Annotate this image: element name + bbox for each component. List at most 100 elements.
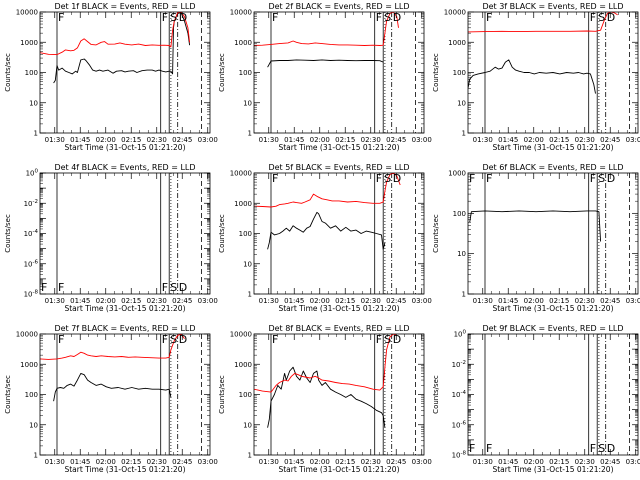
x-tick-label: 03:00 <box>626 136 640 144</box>
marker-label: D <box>393 11 401 24</box>
x-tick-label: 01:30 <box>473 297 493 305</box>
panel-det-5: Det 5f BLACK = Events, RED = LLD 1 10 100 10… <box>218 163 432 313</box>
x-tick-label: 02:30 <box>575 136 595 144</box>
y-tick-label: 10000 <box>230 170 252 178</box>
x-tick-label: 02:00 <box>96 297 116 305</box>
x-axis-label: Start Time (31-Oct-15 01:21:20) <box>64 465 185 474</box>
x-tick-label: 01:45 <box>498 297 518 305</box>
y-tick-label: 100 <box>26 169 39 178</box>
x-axis-label: Start Time (31-Oct-15 01:21:20) <box>492 304 613 313</box>
x-tick-label: 02:45 <box>386 297 406 305</box>
y-axis-label: Counts/sec <box>4 375 12 414</box>
x-axis-label: Start Time (31-Oct-15 01:21:20) <box>278 304 399 313</box>
y-tick-label: 1000 <box>234 361 252 369</box>
x-tick-label: 01:30 <box>45 136 65 144</box>
x-tick-label: 02:00 <box>96 136 116 144</box>
marker-label: S <box>384 11 391 24</box>
marker-label: S <box>170 281 177 294</box>
panel-title: Det 6f BLACK = Events, RED = LLD <box>482 163 623 172</box>
x-tick-label: 01:30 <box>473 136 493 144</box>
x-tick-label: 01:45 <box>70 136 90 144</box>
y-tick-label: 10 <box>243 421 252 429</box>
y-tick-label: 100 <box>239 69 252 77</box>
y-tick-label: 1 <box>248 291 252 299</box>
y-tick-label: 10000 <box>16 9 38 17</box>
x-tick-label: 03:00 <box>412 297 432 305</box>
panel-det-4: Det 4f BLACK = Events, RED = LLD 10-8 10-6… <box>4 163 218 313</box>
x-tick-label: 02:00 <box>96 458 116 466</box>
series-events-line <box>53 12 191 84</box>
y-tick-label: 1000 <box>448 170 466 178</box>
x-tick-label: 02:15 <box>121 136 141 144</box>
y-axis-label: Counts/sec <box>218 53 226 92</box>
marker-label: D <box>607 442 615 455</box>
y-tick-label: 10 <box>29 421 38 429</box>
series-events-line <box>468 59 596 94</box>
marker-label: F <box>590 442 596 455</box>
marker-label: D <box>179 11 187 24</box>
series-lld-line <box>40 334 185 360</box>
series-events-line <box>267 59 384 68</box>
y-tick-label: 1 <box>248 452 252 460</box>
marker-label: F <box>469 442 475 455</box>
y-axis-label: Counts/sec <box>432 214 440 253</box>
marker-label: F <box>162 11 168 24</box>
y-tick-label: 10-8 <box>24 290 39 299</box>
x-tick-label: 02:45 <box>386 458 406 466</box>
series-group <box>254 12 399 68</box>
y-tick-label: 10000 <box>230 9 252 17</box>
x-tick-label: 01:45 <box>70 458 90 466</box>
x-tick-label: 01:30 <box>45 458 65 466</box>
panel-title: Det 7f BLACK = Events, RED = LLD <box>54 324 195 333</box>
plot-frame <box>467 172 639 295</box>
x-tick-label: 03:00 <box>198 458 218 466</box>
y-tick-label: 1000 <box>20 39 38 47</box>
y-tick-label: 10-2 <box>452 360 466 369</box>
series-group <box>40 12 191 84</box>
y-tick-label: 1000 <box>20 361 38 369</box>
x-tick-label: 02:15 <box>335 136 355 144</box>
x-tick-label: 02:30 <box>147 297 167 305</box>
series-events-line <box>267 211 386 250</box>
x-axis-label: Start Time (31-Oct-15 01:21:20) <box>278 143 399 152</box>
y-tick-label: 1000 <box>234 39 252 47</box>
panel-title: Det 8f BLACK = Events, RED = LLD <box>268 324 409 333</box>
x-tick-label: 02:00 <box>524 136 544 144</box>
plot-frame <box>467 333 639 456</box>
series-group <box>254 334 397 428</box>
y-tick-label: 10-4 <box>452 390 467 399</box>
marker-label: D <box>393 333 401 346</box>
x-tick-label: 02:45 <box>386 136 406 144</box>
x-tick-label: 03:00 <box>412 136 432 144</box>
series-lld-line <box>468 12 618 33</box>
panel-det-8: Det 8f BLACK = Events, RED = LLD 1 10 100 10… <box>218 324 432 474</box>
y-tick-label: 10000 <box>16 331 38 339</box>
x-tick-label: 02:00 <box>310 297 330 305</box>
x-tick-label: 01:45 <box>284 297 304 305</box>
y-tick-label: 10 <box>243 260 252 268</box>
marker-label: F <box>376 11 382 24</box>
x-tick-label: 02:15 <box>335 297 355 305</box>
x-tick-label: 02:45 <box>172 458 192 466</box>
marker-label: F <box>58 333 64 346</box>
marker-label: F <box>376 333 382 346</box>
y-tick-label: 100 <box>453 210 466 218</box>
x-tick-label: 01:45 <box>284 458 304 466</box>
y-tick-label: 1000 <box>448 39 466 47</box>
x-tick-label: 03:00 <box>198 297 218 305</box>
y-axis-label: Counts/sec <box>432 53 440 92</box>
y-axis-label: Counts/sec <box>218 214 226 253</box>
marker-label: S <box>598 172 605 185</box>
x-tick-label: 03:00 <box>198 136 218 144</box>
x-tick-label: 02:15 <box>549 458 569 466</box>
series-lld-line <box>40 12 191 56</box>
y-tick-label: 1 <box>462 291 466 299</box>
series-lld-line <box>254 334 397 393</box>
y-tick-label: 100 <box>454 330 467 339</box>
panel-det-9: Det 9f BLACK = Events, RED = LLD 10-8 10-6… <box>432 324 640 474</box>
y-axis-label: Counts/sec <box>4 53 12 92</box>
marker-label: S <box>598 11 605 24</box>
marker-label: F <box>58 281 64 294</box>
x-axis-label: Start Time (31-Oct-15 01:21:20) <box>492 465 613 474</box>
y-tick-label: 10-8 <box>452 451 467 460</box>
